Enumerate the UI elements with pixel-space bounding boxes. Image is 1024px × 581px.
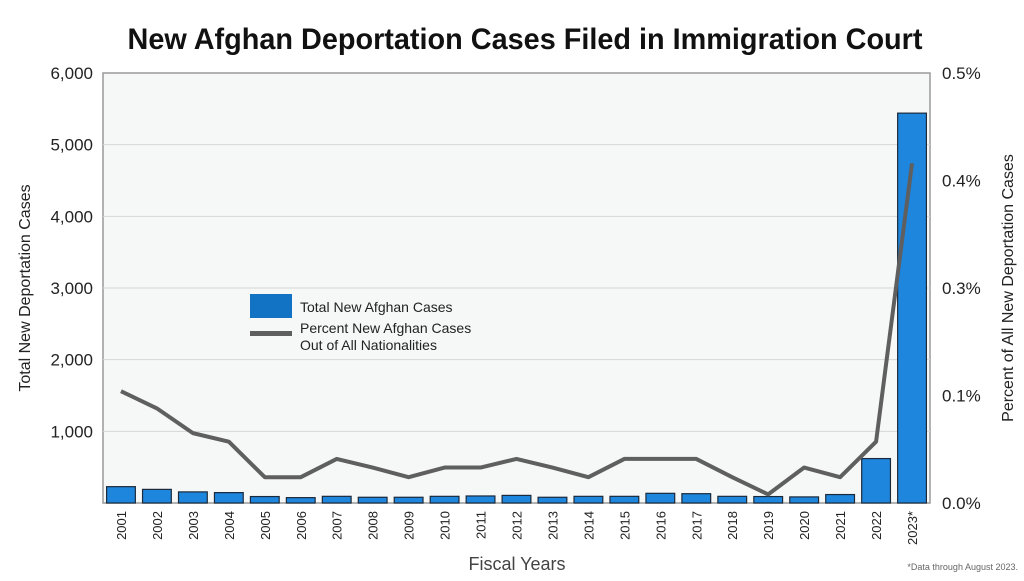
bar-2016 [646,493,675,503]
bar-2004 [214,493,243,503]
legend-label-line: Percent New Afghan Cases [300,320,471,336]
bar-2006 [286,498,315,503]
y-tick-label: 4,000 [50,207,93,226]
x-tick-label: 2021 [833,511,848,540]
bar-2009 [394,497,423,503]
y2-tick-label: 0.3% [942,279,981,298]
y-tick-label: 1,000 [50,422,93,441]
x-tick-label: 2019 [761,511,776,540]
bar-2019 [754,497,783,503]
bar-2011 [466,496,495,503]
x-tick-label: 2020 [797,511,812,540]
bar-2017 [682,494,711,503]
bar-2015 [610,496,639,503]
legend-swatch-bar [250,294,292,318]
x-tick-label: 2006 [294,511,309,540]
y2-axis-label: Percent of All New Deportation Cases [1000,154,1017,422]
x-tick-label: 2015 [617,511,632,540]
y-axis-label: Total New Deportation Cases [17,184,34,391]
x-axis-label: Fiscal Years [468,554,565,574]
y2-tick-label: 0.0% [942,494,981,513]
x-tick-label: 2022 [869,511,884,540]
bar-2005 [250,497,279,503]
x-tick-label: 2001 [114,511,129,540]
bar-2014 [574,496,603,503]
bar-2008 [358,497,387,503]
bar-2021 [826,495,855,503]
x-tick-label: 2012 [510,511,525,540]
x-tick-label: 2013 [545,511,560,540]
x-tick-label: 2009 [402,511,417,540]
legend-label-bars: Total New Afghan Cases [300,299,453,315]
bar-2022 [862,459,891,503]
y-tick-label: 2,000 [50,351,93,370]
x-tick-label: 2017 [689,511,704,540]
footnote: *Data through August 2023. [907,562,1018,572]
legend-swatch-line [250,331,292,336]
y-tick-label: 5,000 [50,136,93,155]
bar-2013 [538,497,567,503]
bar-2012 [502,495,531,503]
y2-tick-label: 0.4% [942,172,981,191]
x-tick-label: 2016 [653,511,668,540]
x-tick-label: 2002 [150,511,165,540]
bar-2001 [107,487,136,503]
x-tick-label: 2011 [474,511,489,539]
x-tick-label: 2010 [438,511,453,540]
bar-2018 [718,496,747,503]
legend-label-line-2: Out of All Nationalities [300,337,437,353]
bar-2020 [790,497,819,503]
x-tick-label: 2023* [905,511,920,545]
bar-2003 [179,492,208,503]
chart-title: New Afghan Deportation Cases Filed in Im… [128,23,923,56]
x-tick-label: 2018 [725,511,740,540]
x-tick-label: 2004 [222,511,237,540]
x-tick-label: 2008 [366,511,381,540]
x-tick-label: 2007 [330,511,345,540]
x-tick-label: 2005 [258,511,273,540]
y2-tick-label: 0.5% [942,64,981,83]
bar-2010 [430,496,459,503]
bar-2007 [322,496,351,503]
x-tick-label: 2014 [581,511,596,540]
y-tick-label: 3,000 [50,279,93,298]
y-tick-label: 6,000 [50,64,93,83]
x-tick-label: 2003 [186,511,201,540]
bar-2002 [143,489,172,503]
y2-tick-label: 0.1% [942,387,981,406]
